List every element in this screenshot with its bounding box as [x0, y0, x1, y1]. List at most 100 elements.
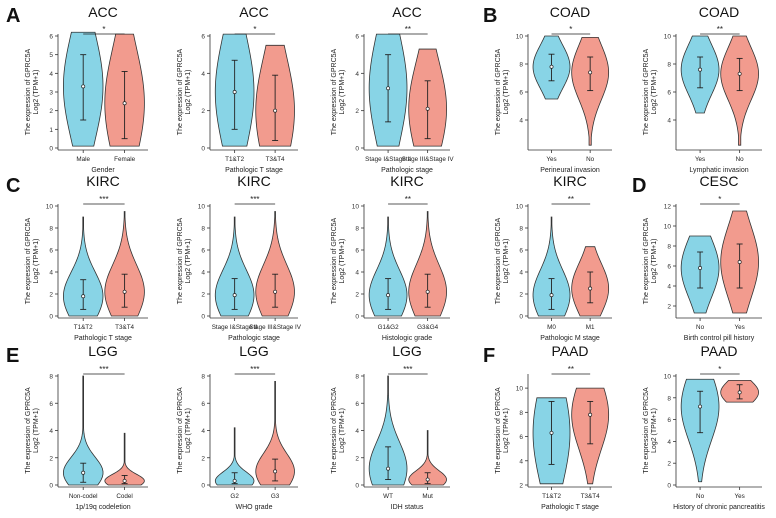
y-tick-label: 10	[198, 204, 206, 211]
y-tick-label: 4	[201, 428, 205, 435]
chart-E3: LGG 0 2 4 6 8 The expression of GPRC5A Log2 (TP…	[331, 343, 450, 511]
x-axis-label: Pathologic T stage	[541, 504, 599, 511]
x-tick-label: Yes	[695, 156, 705, 163]
x-tick-label: Stage I&Stage II	[365, 156, 411, 163]
chart-B2: COAD 4 6 8 10 The expression of GPRC5A Log2 (T…	[643, 4, 762, 174]
y-tick-label: 4	[519, 118, 523, 125]
median-point	[425, 106, 430, 111]
y-tick-label: 6	[667, 264, 671, 271]
y-tick-label: 10	[516, 34, 524, 41]
y-axis-label: The expression of GPRC5A	[331, 387, 338, 474]
y-tick-label: 4	[355, 71, 359, 78]
y-tick-label: 12	[664, 204, 672, 211]
y-tick-label: 4	[49, 428, 53, 435]
x-axis-label: Pathologic stage	[381, 167, 433, 174]
chart-C4: KIRC 0 2 4 6 8 10 The expression of GPRC5A Log2 …	[495, 173, 612, 342]
y-tick-label: 4	[667, 284, 671, 291]
x-axis-label: Birth control pill history	[684, 335, 755, 342]
median-point	[81, 470, 86, 475]
significance-label: ***	[250, 195, 259, 204]
panel-letter-A: A	[6, 5, 20, 27]
x-tick-label: T1&T2	[542, 493, 561, 500]
y-tick-label: 6	[49, 34, 53, 41]
chart-title: COAD	[699, 4, 739, 20]
panel-letter-B: B	[483, 5, 497, 27]
x-tick-label: Female	[114, 156, 135, 163]
panel-letter-C: C	[6, 175, 20, 197]
y-axis-label: The expression of GPRC5A	[25, 387, 32, 474]
y-tick-label: 0	[49, 483, 53, 490]
y-axis-label: The expression of GPRC5A	[643, 387, 650, 474]
x-tick-label: G3	[271, 493, 280, 500]
chart-title: KIRC	[553, 173, 586, 189]
y-tick-label: 2	[519, 483, 523, 490]
y-axis-label-2: Log2 (TPM+1)	[33, 239, 40, 284]
violin-E3-1	[408, 430, 447, 486]
chart-A3: ACC 0 2 4 6 The expression of GPRC5A Log2 (TPM…	[331, 4, 454, 174]
y-tick-label: 10	[46, 204, 54, 211]
y-axis-label: The expression of GPRC5A	[25, 48, 32, 135]
y-tick-label: 10	[664, 34, 672, 41]
y-tick-label: 8	[355, 374, 359, 381]
violin-C3-1	[408, 211, 447, 317]
y-axis-label-2: Log2 (TPM+1)	[33, 70, 40, 115]
y-tick-label: 0	[201, 483, 205, 490]
y-tick-label: 5	[49, 52, 53, 59]
x-tick-label: T3&T4	[115, 324, 134, 331]
y-tick-label: 4	[519, 270, 523, 277]
chart-D1: D CESC 2 4 6 8 10 12 The expression of GPRC5A Log…	[632, 173, 762, 342]
y-tick-label: 6	[201, 34, 205, 41]
violin-E1-0	[63, 375, 104, 486]
chart-B1: B COAD 4 6 8 10 The expression of GPRC5A Log2 (…	[483, 4, 612, 174]
y-tick-label: 8	[519, 62, 523, 69]
chart-title: KIRC	[237, 173, 270, 189]
y-tick-label: 2	[49, 455, 53, 462]
y-axis-label: The expression of GPRC5A	[177, 387, 184, 474]
violin-C2-1	[255, 211, 295, 317]
median-point	[588, 412, 593, 417]
median-point	[549, 293, 554, 298]
x-tick-label: M1	[586, 324, 595, 331]
violin-B1-1	[571, 37, 610, 146]
x-tick-label: No	[696, 493, 705, 500]
x-axis-label: Perineural invasion	[540, 167, 600, 174]
x-tick-label: M0	[547, 324, 556, 331]
x-tick-label: No	[736, 156, 745, 163]
median-point	[273, 289, 278, 294]
y-axis-label-2: Log2 (TPM+1)	[503, 70, 510, 115]
chart-title: LGG	[392, 343, 422, 359]
x-tick-label: Yes	[734, 324, 744, 331]
y-axis-label-2: Log2 (TPM+1)	[651, 70, 658, 115]
y-tick-label: 6	[49, 401, 53, 408]
median-point	[386, 466, 391, 471]
y-tick-label: 8	[667, 62, 671, 69]
x-tick-label: No	[696, 324, 705, 331]
y-axis-label: The expression of GPRC5A	[643, 217, 650, 304]
y-tick-label: 2	[201, 292, 205, 299]
chart-title: CESC	[700, 173, 739, 189]
significance-label: **	[568, 195, 574, 204]
y-tick-label: 10	[516, 386, 524, 393]
y-tick-label: 3	[49, 90, 53, 97]
significance-label: *	[569, 25, 572, 34]
y-tick-label: 10	[664, 224, 672, 231]
y-axis-label: The expression of GPRC5A	[177, 48, 184, 135]
panel-letter-D: D	[632, 175, 646, 197]
median-point	[698, 67, 703, 72]
chart-F1: F PAAD 2 4 6 8 10 The expression of GPRC5A Log2 …	[483, 343, 612, 511]
y-tick-label: 2	[49, 292, 53, 299]
chart-A2: ACC 0 2 4 6 The expression of GPRC5A Log2 (TPM…	[177, 4, 298, 174]
y-tick-label: 0	[49, 146, 53, 153]
x-tick-label: G3&G4	[417, 324, 438, 331]
y-tick-label: 2	[355, 455, 359, 462]
median-point	[698, 404, 703, 409]
y-tick-label: 6	[667, 417, 671, 424]
x-tick-label: Stage I&Stage II	[212, 324, 258, 331]
y-tick-label: 0	[201, 314, 205, 321]
chart-E1: E LGG 0 2 4 6 8 The expression of GPRC5A Log2 (T…	[6, 343, 148, 511]
y-tick-label: 4	[49, 71, 53, 78]
median-point	[122, 289, 127, 294]
chart-title: KIRC	[86, 173, 119, 189]
x-tick-label: Codel	[116, 493, 132, 500]
